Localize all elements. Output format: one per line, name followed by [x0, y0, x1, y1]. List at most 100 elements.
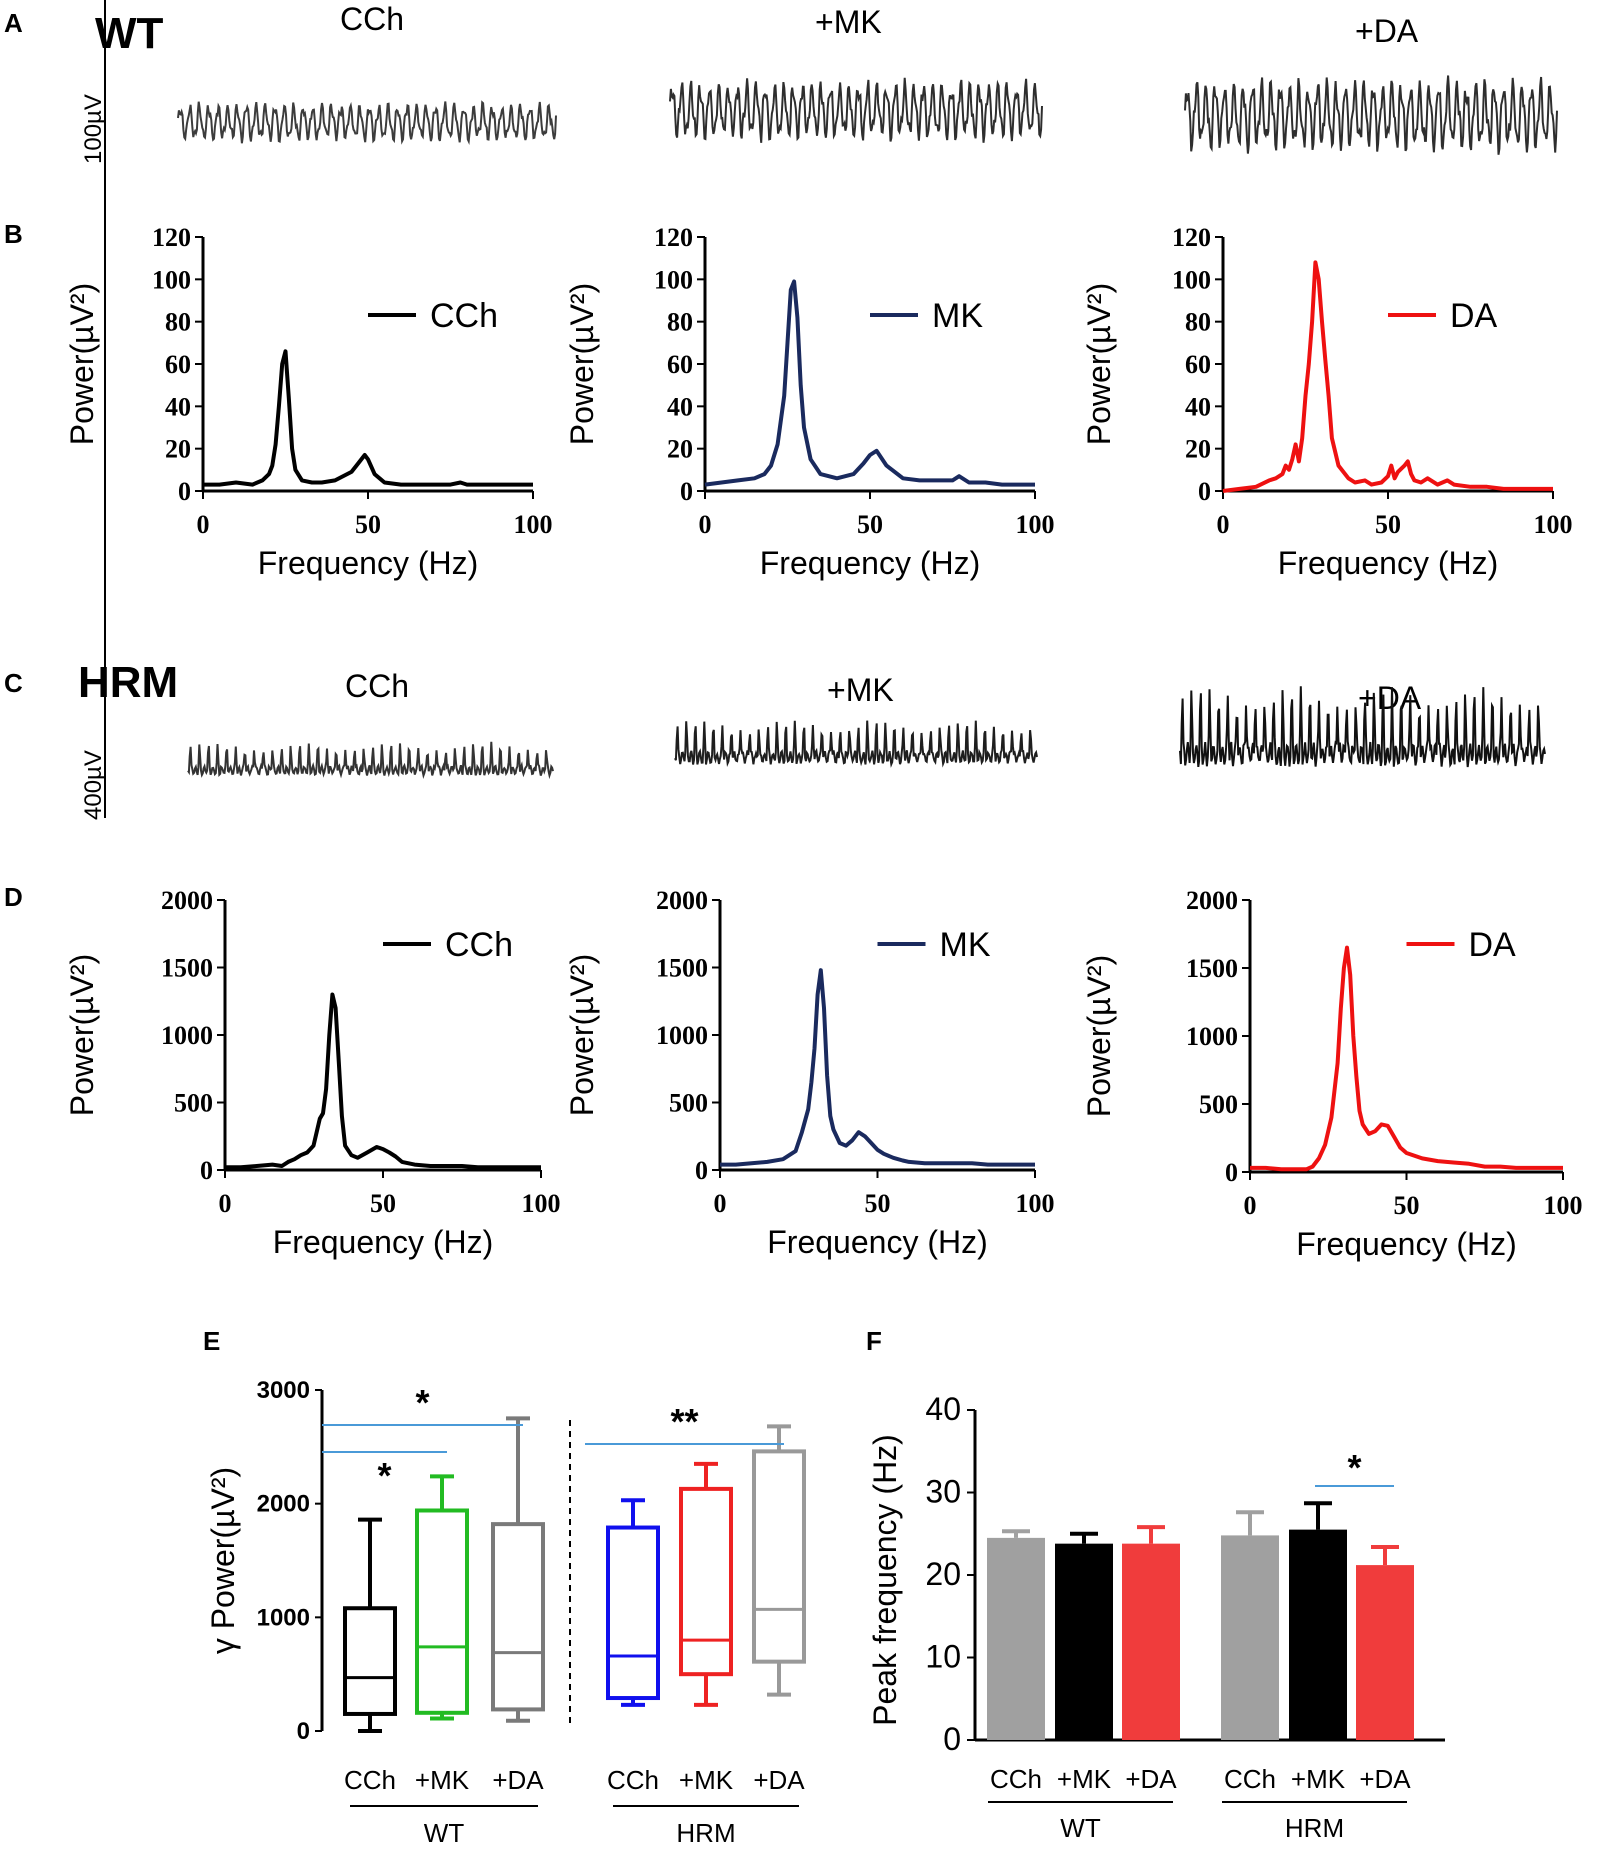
trace-row-hrm: HRM 400µV CCh +MK +DA	[78, 0, 1546, 820]
y-tick-label-b3-0: 0	[1198, 477, 1211, 506]
spectrum-wt-da: 0 20 40 60 80 100 120 0 50 100 Frequency (Hz) Power…	[1081, 223, 1573, 581]
trace-wt-da	[1184, 75, 1558, 155]
x-tick-label-d2-0: 0	[714, 1189, 727, 1218]
significance-label-e-1: *	[377, 1455, 391, 1496]
category-label-e-hrm-cch: CCh	[607, 1765, 659, 1795]
y-tick-label-b1-0: 0	[178, 477, 191, 506]
category-label-f-hrm-da: +DA	[1359, 1764, 1411, 1794]
bar-wt-da	[1122, 1543, 1180, 1740]
y-axis-label-b3: Power(µV²)	[1081, 283, 1117, 445]
y-tick-label-b1-20: 20	[165, 435, 191, 464]
x-tick-label-d3-100: 100	[1544, 1191, 1583, 1220]
y-tick-label-b1-60: 60	[165, 350, 191, 379]
panel-label-c: C	[4, 668, 23, 698]
panel-label-b: B	[4, 219, 23, 249]
legend-label-d2: MK	[940, 926, 991, 964]
x-tick-label-d3-0: 0	[1244, 1191, 1257, 1220]
x-tick-label-b1-0: 0	[197, 510, 210, 539]
y-axis-label-e: γ Power(µV²)	[205, 1467, 241, 1654]
box-wt-cch	[343, 1606, 397, 1716]
x-tick-label-d1-0: 0	[219, 1189, 232, 1218]
category-label-e-wt-cch: CCh	[344, 1765, 396, 1795]
trace-hrm-cch	[187, 741, 554, 780]
x-axis-label-d1: Frequency (Hz)	[273, 1224, 494, 1260]
trace-title-hrm-da: +DA	[1358, 680, 1422, 716]
y-tick-label-b2-0: 0	[680, 477, 693, 506]
spectrum-hrm-da: 0 500 1000 1500 2000 0 50 100 Frequency (Hz) Powe…	[1081, 886, 1583, 1262]
trace-wt-mk	[669, 77, 1043, 143]
spectrum-hrm-cch: 0 500 1000 1500 2000 0 50 100 Frequency (Hz) Powe…	[64, 886, 561, 1260]
y-tick-label-b1-80: 80	[165, 308, 191, 337]
x-tick-label-d2-100: 100	[1016, 1189, 1055, 1218]
x-tick-label-b3-100: 100	[1534, 510, 1573, 539]
scalebar-label-hrm: 400µV	[80, 750, 107, 820]
trace-title-wt-da: +DA	[1355, 13, 1419, 49]
trace-row-wt: WT 100µV CCh +MK +DA	[80, 1, 1558, 164]
y-axis-label-d2: Power(µV²)	[564, 954, 600, 1116]
y-axis-label-f: Peak frequency (Hz)	[867, 1434, 903, 1726]
y-axis-label-b2: Power(µV²)	[564, 283, 600, 445]
y-tick-label-b3-60: 60	[1185, 350, 1211, 379]
y-tick-label-b3-20: 20	[1185, 435, 1211, 464]
y-tick-label-b1-40: 40	[165, 392, 191, 421]
y-tick-label-f-10: 10	[925, 1639, 961, 1675]
y-tick-label-b1-120: 120	[152, 223, 191, 252]
category-label-e-hrm-mk: +MK	[679, 1765, 734, 1795]
trace-wt-cch	[177, 100, 557, 145]
trace-hrm-mk	[674, 720, 1038, 768]
x-axis-label-b3: Frequency (Hz)	[1278, 545, 1499, 581]
y-tick-label-b2-80: 80	[667, 308, 693, 337]
y-tick-label-b3-40: 40	[1185, 392, 1211, 421]
group-label-e-wt: WT	[424, 1818, 465, 1848]
legend-label-b2: MK	[932, 297, 983, 335]
legend-label-d3: DA	[1469, 926, 1517, 964]
y-tick-label-f-40: 40	[925, 1391, 961, 1427]
y-tick-label-d2-500: 500	[669, 1089, 708, 1118]
y-tick-label-f-30: 30	[925, 1474, 961, 1510]
x-tick-label-b3-50: 50	[1375, 510, 1401, 539]
bar-hrm-cch	[1221, 1535, 1279, 1740]
y-tick-label-b2-120: 120	[654, 223, 693, 252]
category-label-f-hrm-mk: +MK	[1291, 1764, 1346, 1794]
bar-wt-cch	[987, 1537, 1045, 1740]
scalebar-label-wt: 100µV	[80, 94, 107, 164]
box-hrm-cch	[606, 1525, 660, 1701]
x-axis-label-b2: Frequency (Hz)	[760, 545, 981, 581]
y-tick-label-b2-40: 40	[667, 392, 693, 421]
x-tick-label-d1-100: 100	[522, 1189, 561, 1218]
gamma-power-boxplot: 0 1000 2000 3000 γ Power(µV²) CCh +MK +DA CCh +MK…	[205, 1377, 806, 1848]
x-tick-label-d1-50: 50	[370, 1189, 396, 1218]
x-tick-label-d2-50: 50	[865, 1189, 891, 1218]
y-axis-label-d3: Power(µV²)	[1081, 955, 1117, 1117]
box-wt-da	[491, 1522, 545, 1712]
y-tick-label-d2-0: 0	[695, 1156, 708, 1185]
y-tick-label-b2-60: 60	[667, 350, 693, 379]
spectrum-hrm-mk: 0 500 1000 1500 2000 0 50 100 Frequency (Hz) Powe…	[564, 886, 1055, 1260]
trace-title-wt-cch: CCh	[340, 1, 404, 37]
x-tick-label-d3-50: 50	[1394, 1191, 1420, 1220]
category-label-e-wt-mk: +MK	[415, 1765, 470, 1795]
y-tick-label-e-0: 0	[297, 1718, 310, 1745]
bar-hrm-mk	[1289, 1529, 1347, 1740]
panel-label-a: A	[4, 8, 23, 38]
group-label-e-hrm: HRM	[676, 1818, 735, 1848]
y-tick-label-d3-500: 500	[1199, 1090, 1238, 1119]
y-tick-label-b3-120: 120	[1172, 223, 1211, 252]
y-tick-label-d3-0: 0	[1225, 1158, 1238, 1187]
trace-title-hrm-mk: +MK	[827, 672, 894, 708]
y-tick-label-d2-2000: 2000	[656, 886, 708, 915]
y-tick-label-d3-1500: 1500	[1186, 954, 1238, 983]
y-axis-label-b1: Power(µV²)	[64, 283, 100, 445]
x-axis-label-d2: Frequency (Hz)	[767, 1224, 988, 1260]
y-tick-label-d3-2000: 2000	[1186, 886, 1238, 915]
legend-label-d1: CCh	[445, 926, 513, 964]
x-tick-label-b3-0: 0	[1217, 510, 1230, 539]
y-tick-label-d1-2000: 2000	[161, 886, 213, 915]
x-tick-label-b2-50: 50	[857, 510, 883, 539]
trace-hrm-da	[1179, 686, 1546, 768]
trace-title-hrm-cch: CCh	[345, 668, 409, 704]
y-tick-label-b3-80: 80	[1185, 308, 1211, 337]
y-tick-label-e-1000: 1000	[257, 1604, 310, 1631]
y-tick-label-d1-1000: 1000	[161, 1021, 213, 1050]
y-tick-label-e-2000: 2000	[257, 1491, 310, 1518]
